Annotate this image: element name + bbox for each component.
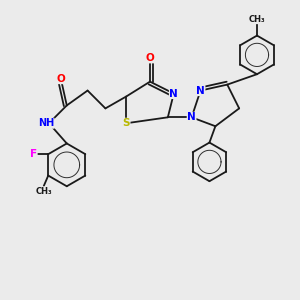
Text: CH₃: CH₃ (249, 15, 265, 24)
Text: NH: NH (38, 118, 54, 128)
Text: N: N (196, 85, 205, 96)
Text: O: O (56, 74, 65, 84)
Text: CH₃: CH₃ (35, 187, 52, 196)
Text: N: N (169, 88, 178, 98)
Text: F: F (30, 149, 37, 159)
Text: S: S (122, 118, 130, 128)
Text: N: N (187, 112, 196, 122)
Text: O: O (146, 53, 154, 63)
